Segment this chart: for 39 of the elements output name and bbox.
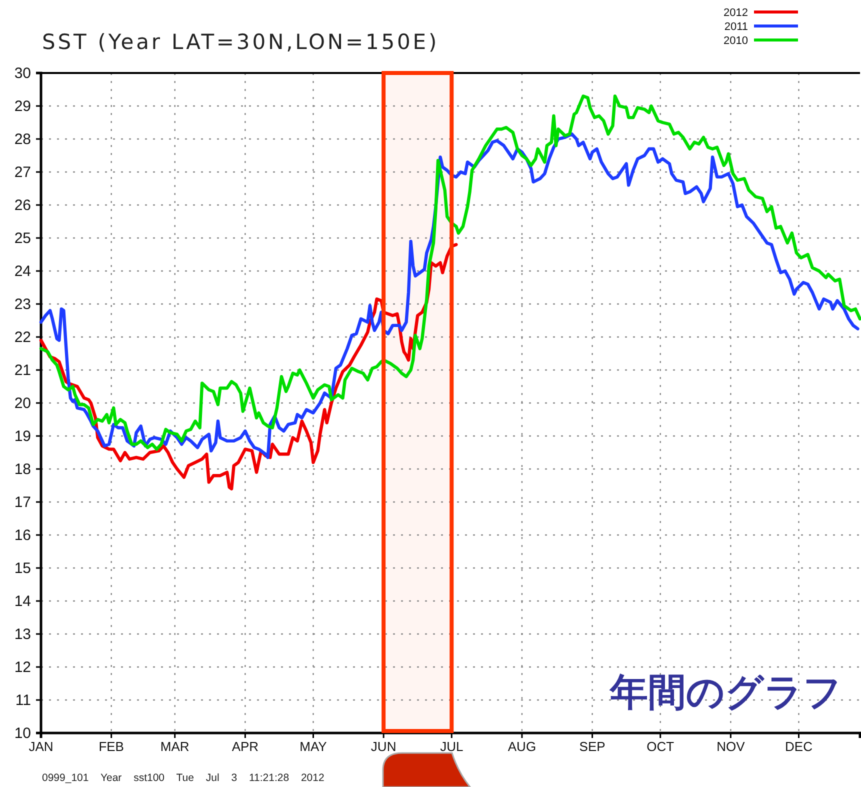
y-tick-label: 29 [14, 98, 31, 115]
y-tick-label: 15 [14, 560, 31, 577]
x-tick-label: FEB [98, 739, 124, 754]
legend-label: 2011 [724, 20, 748, 33]
y-tick-label: 23 [14, 296, 31, 313]
y-tick-label: 25 [14, 230, 31, 247]
text: 0999_101 Year sst100 Tue Jul 3 11:21:28 2012 [42, 772, 324, 784]
x-tick-label: MAY [300, 739, 328, 754]
x-tick-label: OCT [646, 739, 674, 754]
y-tick-label: 24 [14, 262, 31, 280]
x-tick-label: JUL [440, 739, 464, 754]
y-tick-label: 12 [14, 658, 31, 676]
y-tick-label: 17 [14, 494, 31, 511]
x-tick-label: DEC [785, 739, 812, 754]
y-tick-label: 13 [14, 626, 31, 643]
y-tick-label: 19 [14, 428, 31, 445]
x-tick-label: AUG [508, 739, 536, 754]
chart-title: SST (Year LAT=30N,LON=150E) [42, 30, 440, 54]
y-tick-label: 27 [14, 164, 31, 181]
x-tick-label: APR [232, 739, 259, 754]
legend-label: 2012 [724, 6, 748, 19]
y-tick-label: 10 [14, 724, 31, 742]
y-tick-label: 22 [14, 328, 31, 346]
x-tick-label: JAN [28, 739, 54, 754]
legend-label: 2010 [724, 34, 748, 47]
y-tick-label: 21 [14, 362, 31, 379]
y-tick-label: 20 [14, 394, 31, 412]
x-tick-label: JUN [370, 739, 396, 754]
y-tick-label: 18 [14, 460, 31, 478]
x-tick-label: MAR [160, 739, 190, 754]
y-tick-label: 11 [15, 692, 31, 709]
annotation: 年間のグラフ [609, 670, 842, 714]
y-tick-label: 16 [14, 526, 31, 544]
y-tick-label: 14 [14, 592, 31, 610]
y-tick-label: 26 [14, 196, 31, 214]
x-tick-label: SEP [579, 739, 606, 754]
x-tick-label: NOV [716, 739, 746, 754]
y-tick-label: 28 [14, 130, 31, 148]
y-tick-label: 30 [14, 64, 31, 82]
